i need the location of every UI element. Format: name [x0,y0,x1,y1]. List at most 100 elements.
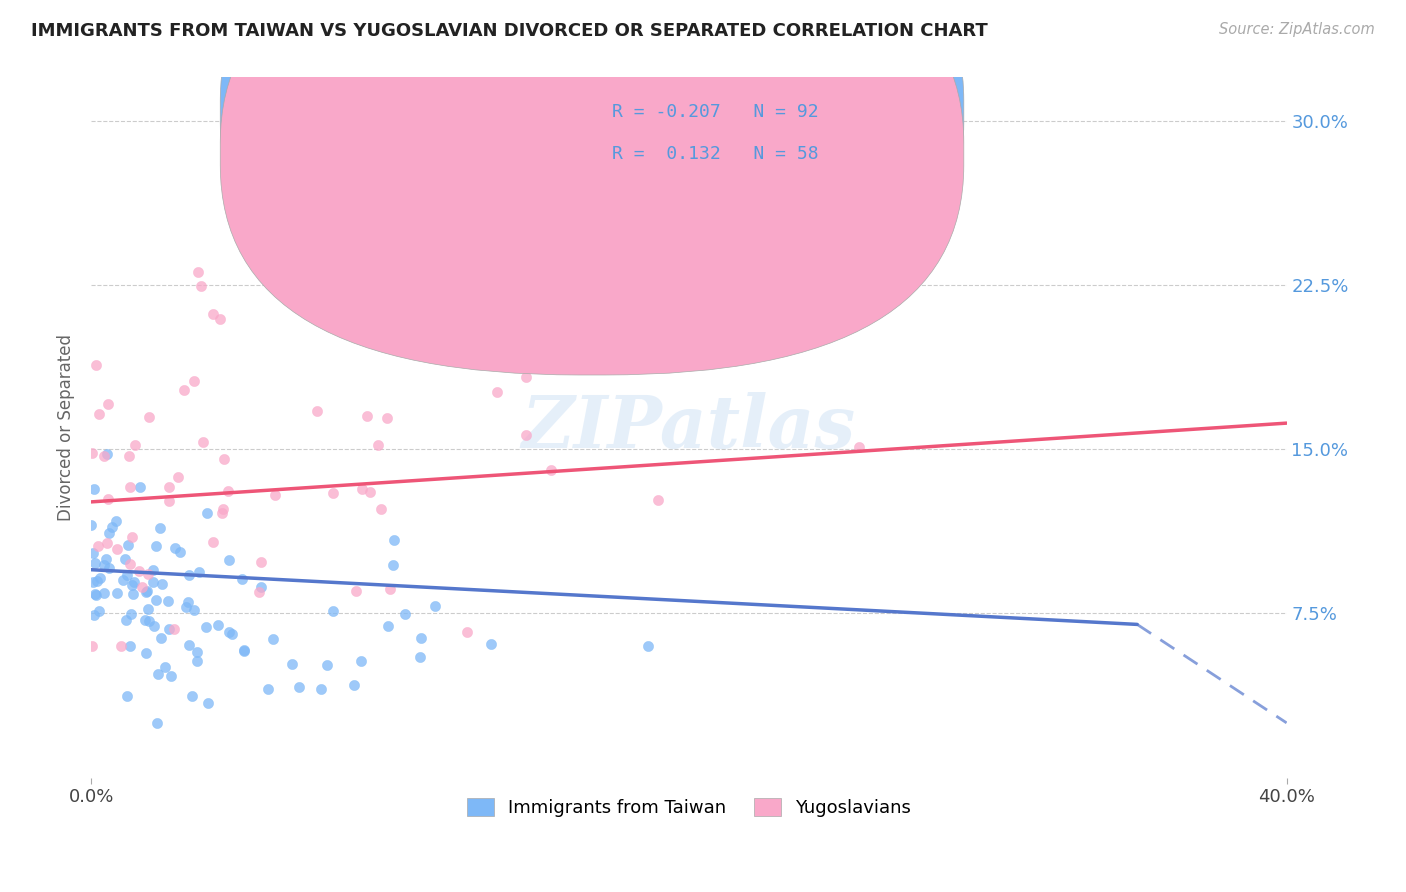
Point [138,614,160,628]
Point [145,539,167,553]
Text: Source: ZipAtlas.com: Source: ZipAtlas.com [1219,22,1375,37]
Point [679,355,702,369]
Point [100,520,122,534]
Point [86,358,108,372]
Point [250,580,273,594]
Point [382,558,405,572]
Text: IMMIGRANTS FROM TAIWAN VS YUGOSLAVIAN DIVORCED OR SEPARATED CORRELATION CHART: IMMIGRANTS FROM TAIWAN VS YUGOSLAVIAN DI… [31,22,987,40]
Point [232,642,254,657]
Point [409,650,432,665]
Point [115,567,138,582]
Point [157,594,180,608]
Point [207,618,229,632]
Point [135,584,157,599]
Point [263,488,285,502]
Point [486,385,509,400]
Point [142,574,165,589]
Point [250,555,273,569]
Point [190,279,212,293]
Point [134,613,156,627]
Point [89,571,111,585]
Point [208,312,231,326]
Point [647,492,669,507]
Point [96,536,118,550]
Point [135,646,157,660]
Point [375,411,398,425]
Point [247,584,270,599]
Point [149,631,172,645]
Point [315,658,337,673]
Point [93,558,115,572]
Point [153,660,176,674]
Point [120,557,142,571]
Point [120,607,142,621]
Point [110,640,132,654]
Point [263,632,285,646]
Point [186,645,208,659]
Point [322,604,344,618]
Point [80,518,103,533]
Point [322,486,344,500]
Point [456,625,478,640]
Y-axis label: Divorced or Separated: Divorced or Separated [58,334,75,521]
Point [136,567,159,582]
Point [305,404,328,418]
Point [394,607,416,622]
Point [515,428,537,442]
Point [540,462,562,476]
Point [359,485,381,500]
Point [423,599,446,613]
Point [479,637,502,651]
Point [83,557,105,571]
Point [83,608,105,623]
Point [218,624,240,639]
Point [378,582,401,596]
Point [157,480,180,494]
Point [195,506,218,520]
Point [163,622,186,636]
Point [186,654,208,668]
Point [177,638,200,652]
Point [142,619,165,633]
Point [169,545,191,559]
Point [105,586,128,600]
Point [138,410,160,425]
Point [145,715,167,730]
Point [157,622,180,636]
Point [93,586,115,600]
Point [356,409,378,424]
Point [82,446,104,460]
Point [150,577,173,591]
Point [115,613,138,627]
Point [167,469,190,483]
Point [146,666,169,681]
Point [82,640,104,654]
Point [174,599,197,614]
Point [122,575,145,590]
Point [148,521,170,535]
Point [377,618,399,632]
Point [83,587,105,601]
Point [287,681,309,695]
Point [97,397,120,411]
Point [96,552,118,566]
Point [183,375,205,389]
Point [128,564,150,578]
Point [121,578,143,592]
Point [181,689,204,703]
Point [197,697,219,711]
Point [129,480,152,494]
Point [187,265,209,279]
Point [233,644,256,658]
Point [370,502,392,516]
Point [211,506,233,520]
Point [97,560,120,574]
Point [193,435,215,450]
Point [212,502,235,516]
Point [217,484,239,499]
Point [177,568,200,582]
Point [280,657,302,672]
Point [173,383,195,397]
FancyBboxPatch shape [221,0,965,375]
Point [86,588,108,602]
